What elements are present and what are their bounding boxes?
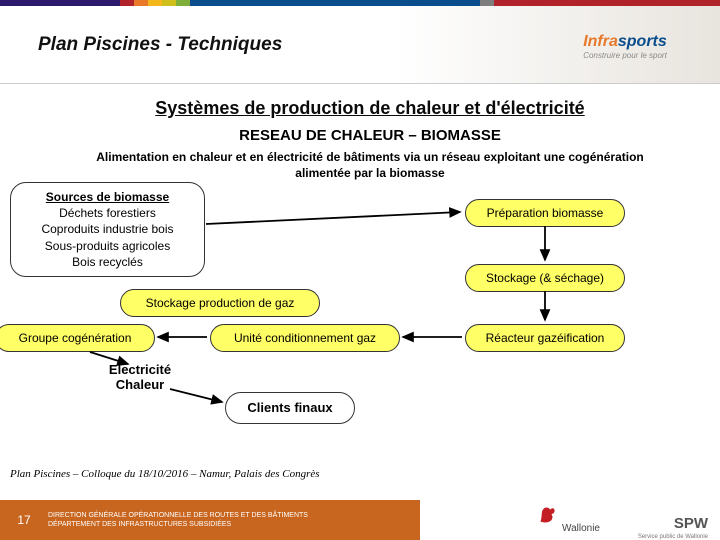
box-preparation: Préparation biomasse xyxy=(465,199,625,227)
box-clients: Clients finaux xyxy=(225,392,355,424)
box-reacteur: Réacteur gazéification xyxy=(465,324,625,352)
footer-note: Plan Piscines – Colloque du 18/10/2016 –… xyxy=(10,468,320,480)
content-area: Systèmes de production de chaleur et d'é… xyxy=(0,84,720,464)
description: Alimentation en chaleur et en électricit… xyxy=(50,150,690,181)
infrasports-logo: Infrasports Construire pour le sport xyxy=(550,16,700,76)
label-electricite-chaleur: Electricité Chaleur xyxy=(90,362,190,392)
footer: 17 DIRECTION GÉNÉRALE OPÉRATIONNELLE DES… xyxy=(0,492,720,540)
region-label: Wallonie xyxy=(562,523,600,534)
spw-logo: SPW xyxy=(674,515,708,532)
wallonie-rooster-icon xyxy=(534,500,560,526)
sub-title: RESEAU DE CHALEUR – BIOMASSE xyxy=(50,127,690,144)
header: Plan Piscines - Techniques Infrasports C… xyxy=(0,6,720,84)
box-stockage-gaz: Stockage production de gaz xyxy=(120,289,320,317)
page-number: 17 xyxy=(0,513,48,527)
main-title: Systèmes de production de chaleur et d'é… xyxy=(50,98,690,119)
spw-subtitle: Service public de Wallonie xyxy=(638,534,708,540)
box-cogeneration: Groupe cogénération xyxy=(0,324,155,352)
box-sources: Sources de biomasse Déchets forestiers C… xyxy=(10,182,205,277)
box-conditionnement: Unité conditionnement gaz xyxy=(210,324,400,352)
box-stockage: Stockage (& séchage) xyxy=(465,264,625,292)
page-title: Plan Piscines - Techniques xyxy=(38,34,282,56)
footer-bar: 17 DIRECTION GÉNÉRALE OPÉRATIONNELLE DES… xyxy=(0,500,420,540)
